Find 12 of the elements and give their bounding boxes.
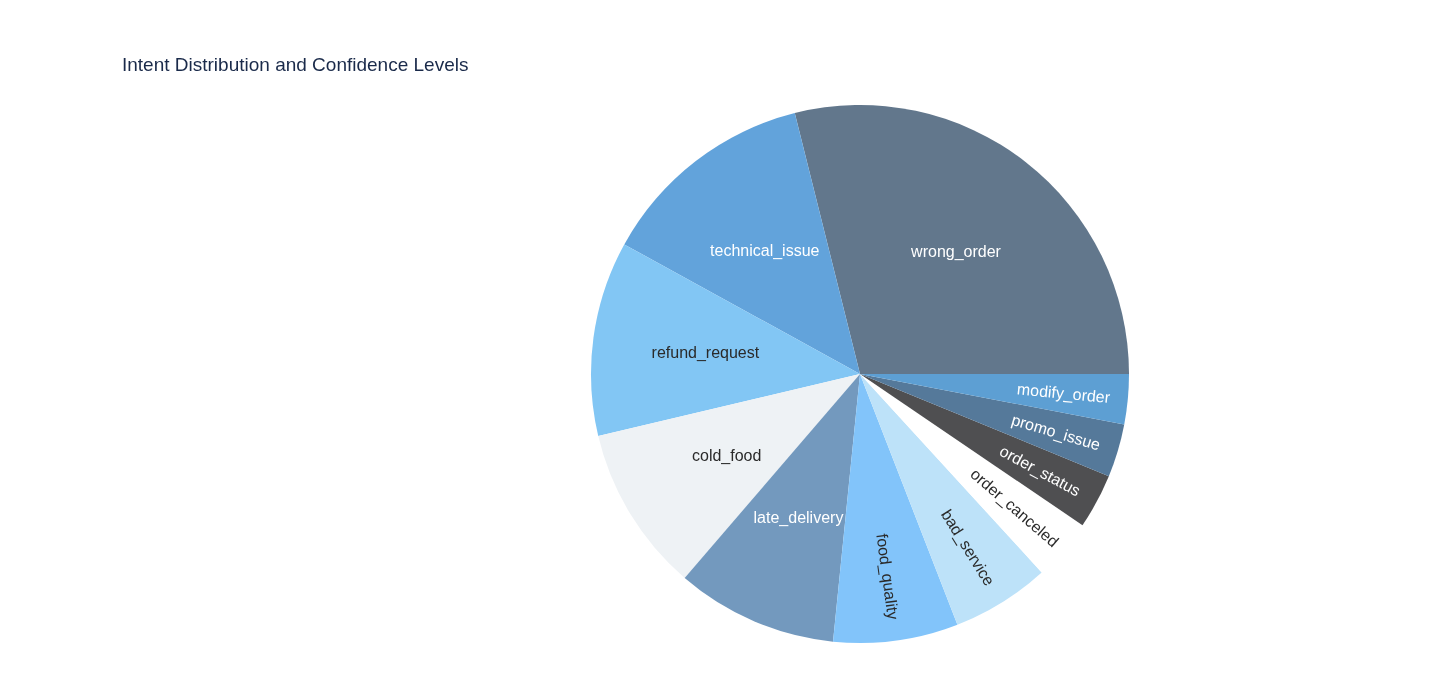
slice-label: wrong_order [910, 242, 1002, 261]
slice-label: food_quality [872, 532, 902, 621]
slice-label: late_delivery [753, 508, 844, 527]
pie-slice [591, 244, 860, 436]
slice-label: refund_request [651, 344, 760, 363]
pie-slice [684, 374, 860, 642]
slice-label: cold_food [692, 446, 762, 465]
slice-label: technical_issue [710, 241, 820, 260]
slice-label: modify_order [1016, 380, 1112, 408]
pie-slice [598, 374, 860, 578]
text: Intent Distribution and Confidence Levels [122, 54, 469, 76]
pie-slice [624, 113, 860, 374]
